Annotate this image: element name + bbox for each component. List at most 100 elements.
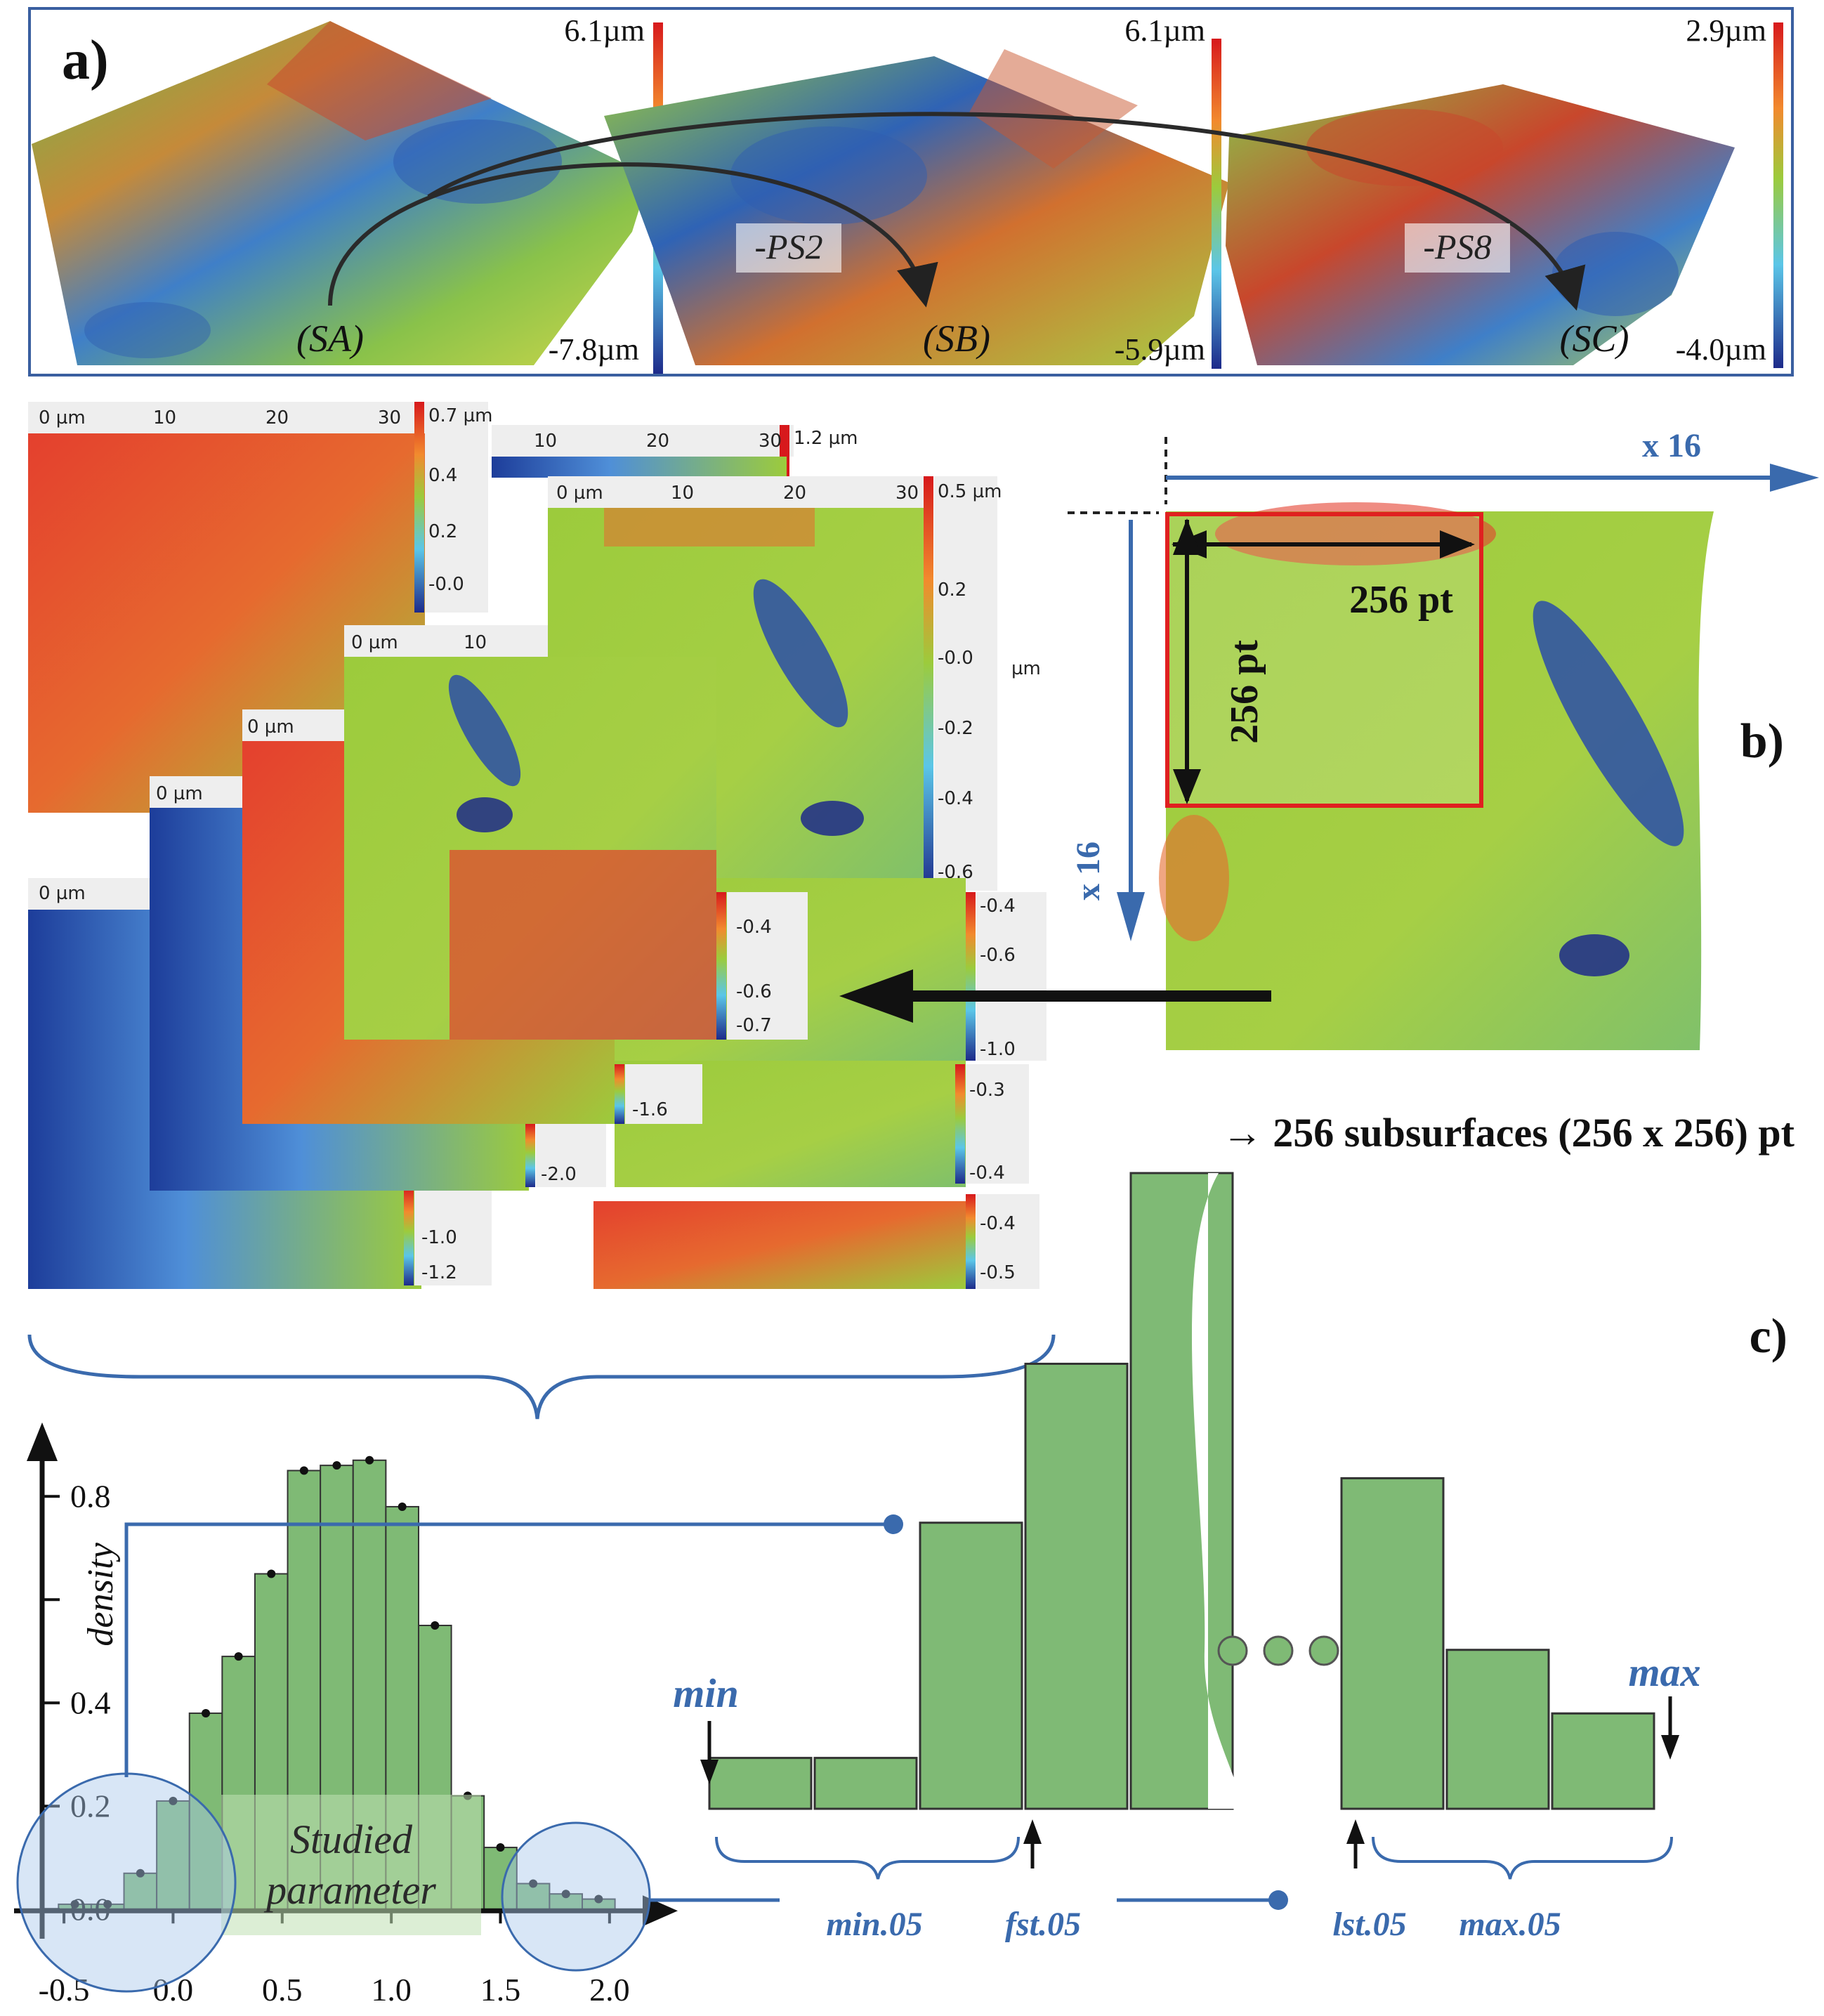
tile-5-scale-bg xyxy=(625,1064,702,1124)
ellipsis-dot-1 xyxy=(1217,1635,1248,1666)
min-label: min xyxy=(673,1670,739,1716)
full-map-blue-spot xyxy=(1559,934,1629,976)
tile-4-blue-spot xyxy=(457,797,513,832)
tile-2-ruler xyxy=(492,425,794,457)
schematic-bar xyxy=(1024,1363,1129,1810)
schematic-bar xyxy=(1551,1712,1655,1810)
schematic-bar xyxy=(919,1521,1023,1810)
y-tick-label: 0.8 xyxy=(70,1478,111,1514)
tile-2-tick-2: 30 xyxy=(759,431,782,452)
tile-1-tick-0: 0 µm xyxy=(39,407,86,428)
y-tick-label: 0.4 xyxy=(70,1684,111,1720)
x-tick-label: 1.0 xyxy=(371,1972,412,2008)
histogram-bar xyxy=(156,1800,190,1911)
surface-b-3d xyxy=(604,56,1229,365)
height-dimension-head-top xyxy=(1173,518,1201,555)
tile-10-scale-bg xyxy=(976,1194,1039,1289)
ellipsis-dot-3 xyxy=(1308,1635,1339,1666)
tile-5-ruler xyxy=(242,709,344,741)
surface-b-colorbar xyxy=(1212,39,1221,369)
connector-top xyxy=(124,1522,892,1777)
tile-1-scale-bg xyxy=(425,402,488,613)
tile-9-scale-0: -0.3 xyxy=(969,1080,1005,1101)
fst05-arrow-head xyxy=(1023,1819,1042,1844)
tile-4-scale-bg xyxy=(727,892,808,1040)
surface-c-colorbar xyxy=(1773,22,1783,368)
surface-a-3d xyxy=(32,21,650,365)
schematic-bar xyxy=(1129,1172,1234,1810)
x16-vertical-arrow-head xyxy=(1117,892,1145,941)
y-axis-label: density xyxy=(81,1542,121,1646)
left-tail-highlight xyxy=(16,1772,237,1993)
tile-10-scale-0: -0.4 xyxy=(980,1213,1016,1234)
tile-6-scale-bg xyxy=(536,1124,606,1187)
right-tail-highlight xyxy=(501,1821,651,1972)
surface-b-blue-region xyxy=(730,126,927,225)
surface-c-name: (SC) xyxy=(1560,318,1629,360)
tile-4-red-region xyxy=(450,850,716,1040)
max-label: max xyxy=(1628,1649,1700,1695)
histogram-point xyxy=(234,1652,243,1661)
tile-4-scale-1: -0.6 xyxy=(736,981,772,1002)
schematic-bar xyxy=(813,1757,918,1810)
histogram-point xyxy=(431,1621,440,1630)
subsurfaces-summary: → 256 subsurfaces (256 x 256) pt xyxy=(1222,1110,1795,1156)
schematic-bar xyxy=(1445,1649,1550,1810)
tile-3-blue-spot xyxy=(801,801,864,836)
histogram-point xyxy=(267,1569,276,1578)
tile-1-tick-3: 30 xyxy=(378,407,401,428)
max05-label: max.05 xyxy=(1459,1906,1561,1943)
histogram-point xyxy=(529,1879,538,1888)
full-map-red-top xyxy=(1215,502,1496,565)
tile-7-scale-0: -1.0 xyxy=(421,1227,457,1248)
min-arrow-head xyxy=(700,1760,719,1784)
tile-4-tick-1: 10 xyxy=(464,632,487,653)
y-tick-label: 0.2 xyxy=(70,1788,111,1824)
tile-4-blue-streak xyxy=(448,674,521,787)
tile-3-tick-1: 10 xyxy=(671,483,694,504)
tile-10-colorbar xyxy=(966,1194,976,1289)
tile-2-scale-0: 1.2 µm xyxy=(794,428,858,449)
tile-4-scale-2: -0.7 xyxy=(736,1015,772,1036)
surface-a-blue-region xyxy=(393,119,562,204)
tile-3-tick-2: 20 xyxy=(783,483,806,504)
studied-parameter-line-1: Studied xyxy=(290,1817,413,1862)
arrow-ps8-label: -PS8 xyxy=(1423,227,1491,266)
histogram-point xyxy=(299,1466,308,1475)
max05-brace xyxy=(1372,1836,1673,1880)
surface-c-bottom-value: -4.0µm xyxy=(1676,332,1766,367)
tile-8-scale-0: -0.4 xyxy=(980,896,1016,917)
surface-b-red-region xyxy=(969,49,1138,169)
x-tick-label: 1.5 xyxy=(480,1972,521,2008)
tile-3-colorbar xyxy=(924,476,933,891)
min05-brace xyxy=(715,1836,1020,1880)
lst05-label: lst.05 xyxy=(1332,1906,1406,1943)
tile-1-scale-0: 0.7 µm xyxy=(428,405,492,426)
panel-a-label: a) xyxy=(62,30,109,91)
full-map-blue-streak xyxy=(1533,601,1684,846)
histogram-point xyxy=(594,1894,603,1904)
schematic-wavy-cut xyxy=(1191,1173,1243,1809)
tile-1-scale-1: 0.4 xyxy=(428,465,457,486)
arrow-sa-to-sc xyxy=(427,112,1586,311)
panel-b-label: b) xyxy=(1740,714,1784,768)
tile-9-scale-bg xyxy=(966,1064,1029,1184)
connector-top-end xyxy=(884,1514,903,1534)
height-label: 256 pt xyxy=(1223,640,1266,744)
tile-10-map xyxy=(593,1201,966,1289)
tile-3-scale-0: 0.5 µm xyxy=(938,481,1002,502)
histogram-point xyxy=(103,1899,112,1909)
histogram-point xyxy=(202,1708,211,1717)
tile-2-strip xyxy=(492,457,787,478)
tile-1-ruler xyxy=(28,402,425,433)
tile-3-tick-3: 30 xyxy=(895,483,919,504)
tile-8-colorbar xyxy=(966,892,976,1061)
schematic-bar xyxy=(1340,1477,1445,1810)
tile-1-tick-2: 20 xyxy=(265,407,289,428)
tile-9-colorbar xyxy=(955,1064,965,1184)
tile-4-scale-0: -0.4 xyxy=(736,917,772,938)
extract-arrow-head xyxy=(839,969,913,1023)
tile-8-scale-1: -0.6 xyxy=(980,945,1016,966)
width-label: 256 pt xyxy=(1349,578,1453,622)
